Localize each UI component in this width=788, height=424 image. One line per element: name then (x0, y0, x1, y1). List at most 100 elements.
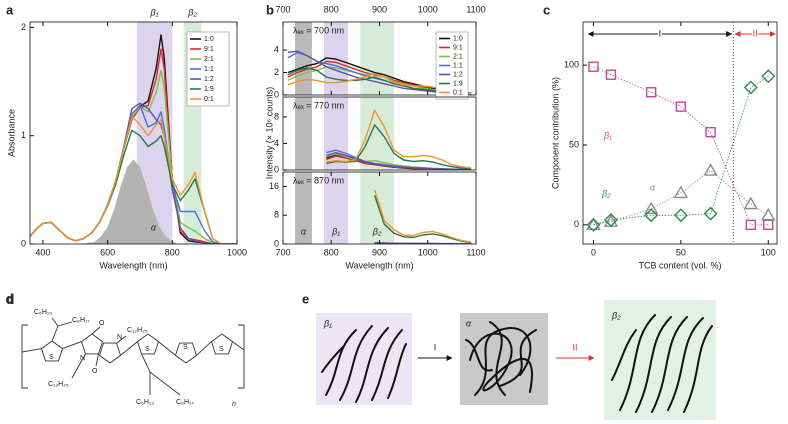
marker (761, 69, 776, 84)
marker (703, 163, 718, 176)
marker (605, 69, 617, 80)
state-label: β₁ (323, 318, 332, 328)
y-tick-label: 100 (564, 59, 579, 69)
atom-label: N (117, 334, 122, 341)
x-tick-label: 700 (275, 247, 290, 257)
atom-label: C₆H₁₃ (34, 309, 52, 316)
y-tick-label: 8 (274, 111, 279, 121)
band (295, 22, 312, 95)
series-label: α (650, 182, 656, 192)
dpp-ring (98, 342, 122, 364)
chain (611, 314, 713, 413)
legend-label: 9:1 (453, 44, 463, 51)
axes-frame (282, 171, 477, 245)
y-tick-label: 0 (574, 219, 579, 229)
legend-label: 9:1 (204, 46, 214, 53)
x-tick-label: 1100 (466, 247, 485, 257)
marker (586, 217, 601, 231)
y-tick-label: 0 (21, 238, 26, 248)
band (295, 172, 312, 244)
marker (675, 101, 687, 112)
legend-label: 0:1 (204, 96, 214, 103)
x-axis-label: TCB content (vol. %) (638, 260, 721, 270)
panel-label: a (6, 2, 14, 17)
legend-label: 1:2 (453, 71, 463, 78)
thiophene-ring (40, 340, 64, 362)
atom-label: C₈H₁₇ (176, 399, 194, 406)
x-axis-label: Wavelength (nm) (345, 260, 413, 270)
marker (645, 87, 657, 98)
band-label: β₂ (372, 226, 382, 236)
x-tick-label: 800 (324, 247, 339, 257)
chain (321, 325, 407, 403)
marker (705, 127, 716, 138)
y-tick-label: 8 (274, 210, 279, 220)
marker (588, 61, 599, 72)
thiophene-ring (174, 342, 198, 364)
legend-label: 1:0 (204, 36, 214, 43)
legend-label: 1:2 (204, 76, 214, 83)
atom-label: S (49, 354, 54, 361)
state-box (460, 313, 548, 405)
atom-label: S (219, 346, 224, 353)
x-tick-label: 100 (761, 247, 776, 257)
y-axis-label: Component contribution (%) (550, 77, 560, 189)
step-label: II (572, 342, 577, 352)
legend-label: 1:9 (204, 86, 214, 93)
panel-label: b (266, 2, 274, 17)
plot-area (295, 97, 472, 170)
marker (703, 206, 718, 221)
area (75, 159, 179, 244)
schematic: e β₁ α β₂ I II (302, 291, 716, 420)
atom-label: O (99, 320, 105, 327)
chain (465, 321, 537, 396)
y-tick-label: 2 (21, 22, 26, 32)
legend-label: 1:1 (204, 66, 214, 73)
bond (21, 341, 245, 356)
band (324, 172, 349, 244)
y-tick-label: 0 (274, 164, 279, 174)
band (360, 172, 394, 244)
series-label: β₂ (601, 188, 611, 198)
legend-label: 2:1 (204, 56, 214, 63)
band (360, 97, 394, 170)
annotation: λₑₓ = 770 nm (293, 100, 344, 110)
series-line (326, 124, 472, 170)
x-tick-label: 900 (372, 247, 387, 257)
atom-label: C₆H₁₃ (136, 399, 154, 406)
band (360, 22, 394, 95)
marker (761, 207, 776, 221)
region-label: I (659, 28, 662, 38)
x-tick-label: 700 (275, 4, 290, 14)
connector (593, 75, 769, 226)
y-tick-label: 2 (274, 67, 279, 77)
series-line (374, 195, 472, 244)
plot-area (593, 66, 769, 226)
axes-frame (282, 21, 477, 96)
atom-label: C₁₂H₂₅ (48, 381, 69, 388)
legend-label: 1:9 (453, 80, 463, 87)
y-tick-label: 1 (21, 130, 26, 140)
y-tick-label: 16 (269, 181, 279, 191)
band-label: β₁ (150, 7, 159, 17)
axes-frame (29, 21, 238, 245)
x-tick-label: 1000 (227, 247, 247, 257)
dpp-ring (80, 333, 104, 355)
marker (673, 185, 689, 199)
bracket (21, 324, 245, 389)
band-label: β₂ (187, 7, 197, 17)
x-tick-label: 800 (324, 4, 339, 14)
marker (743, 80, 758, 95)
marker (673, 208, 688, 223)
panel-label: e (302, 291, 309, 306)
state-label: α (466, 318, 472, 328)
area-label: α (151, 222, 157, 232)
band (295, 97, 312, 170)
x-tick-label: 0 (591, 247, 596, 257)
marker (743, 196, 758, 210)
x-tick-label: 400 (35, 247, 50, 257)
region-label: II (753, 28, 758, 38)
panel-label: c (543, 2, 550, 17)
x-axis-label: Wavelength (nm) (99, 260, 167, 270)
